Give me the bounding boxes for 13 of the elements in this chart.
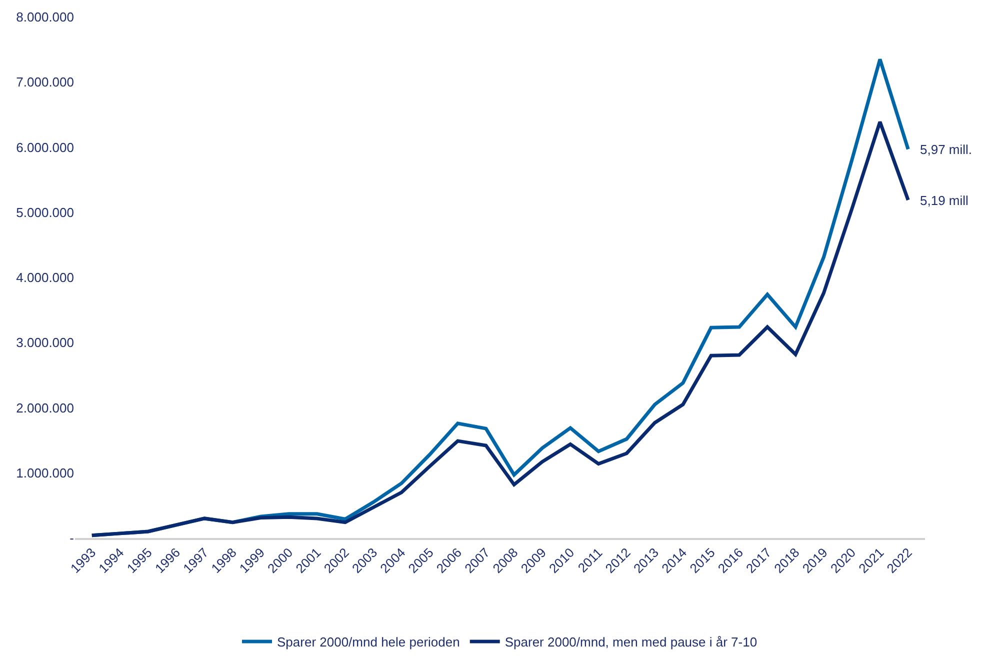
annotation: 5,19 mill	[920, 193, 969, 208]
annotation: 5,97 mill.	[920, 142, 972, 157]
y-tick-label: 8.000.000	[16, 10, 74, 25]
y-tick-label: 3.000.000	[16, 335, 74, 350]
y-tick-label: 7.000.000	[16, 74, 74, 90]
y-tick-label: 4.000.000	[16, 270, 74, 286]
y-tick-label: 1.000.000	[16, 465, 74, 480]
legend-label: Sparer 2000/mnd hele perioden	[277, 634, 460, 650]
y-tick-label: -	[70, 530, 74, 546]
y-tick-label: 2.000.000	[16, 400, 74, 416]
legend-label: Sparer 2000/mnd, men med pause i år 7-10	[504, 634, 758, 650]
y-tick-label: 6.000.000	[16, 140, 74, 155]
y-tick-label: 5.000.000	[16, 204, 74, 220]
